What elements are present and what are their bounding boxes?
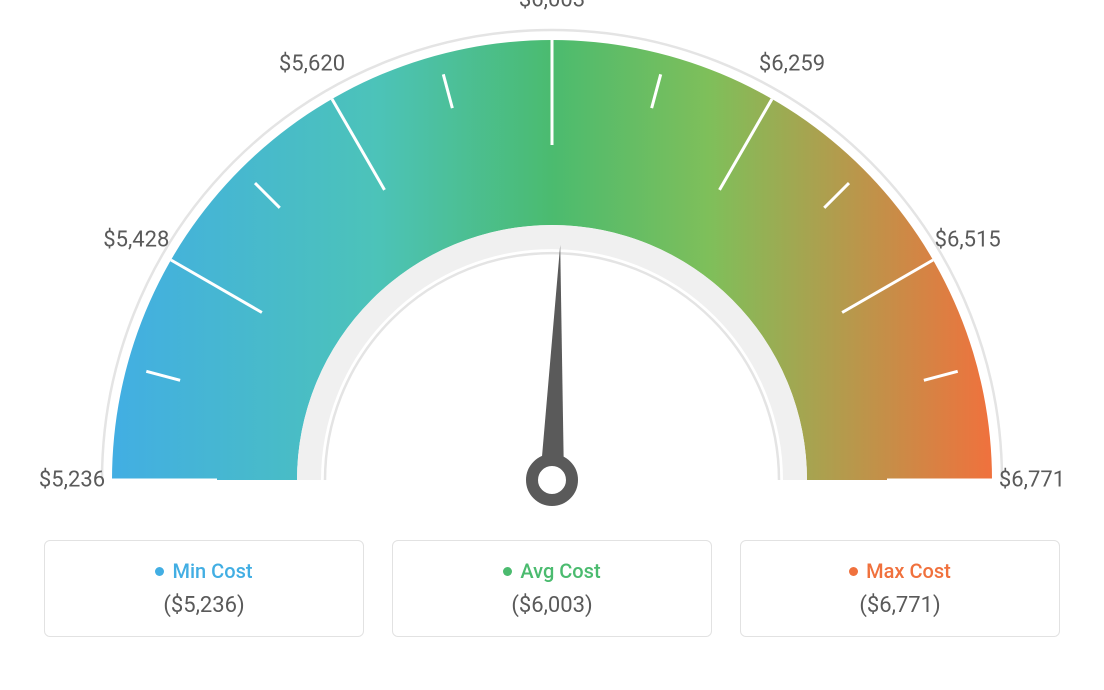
gauge-tick-label: $5,620 <box>279 52 345 77</box>
gauge-tick-label: $6,259 <box>759 52 825 77</box>
gauge-tick-label: $5,236 <box>39 468 105 493</box>
gauge-tick-label: $6,515 <box>935 228 1001 253</box>
gauge-tick-label: $6,003 <box>519 0 585 13</box>
gauge-tick-label: $5,428 <box>103 228 169 253</box>
legend-card-avg: Avg Cost ($6,003) <box>392 540 712 637</box>
gauge-svg <box>0 0 1104 540</box>
gauge-tick-label: $6,771 <box>999 468 1065 493</box>
gauge-chart: $5,236 $5,428 $5,620 $6,003 $6,259 $6,515 $6,7… <box>0 0 1104 540</box>
legend-dot-min <box>155 567 164 576</box>
legend-label-min: Min Cost <box>172 559 252 583</box>
legend-value-max: ($6,771) <box>753 593 1047 618</box>
legend-row: Min Cost ($5,236) Avg Cost ($6,003) Max … <box>0 540 1104 637</box>
legend-label-avg: Avg Cost <box>520 559 600 583</box>
legend-value-avg: ($6,003) <box>405 593 699 618</box>
legend-dot-max <box>849 567 858 576</box>
legend-card-min: Min Cost ($5,236) <box>44 540 364 637</box>
legend-dot-avg <box>503 567 512 576</box>
legend-card-max: Max Cost ($6,771) <box>740 540 1060 637</box>
legend-label-max: Max Cost <box>866 559 951 583</box>
legend-value-min: ($5,236) <box>57 593 351 618</box>
